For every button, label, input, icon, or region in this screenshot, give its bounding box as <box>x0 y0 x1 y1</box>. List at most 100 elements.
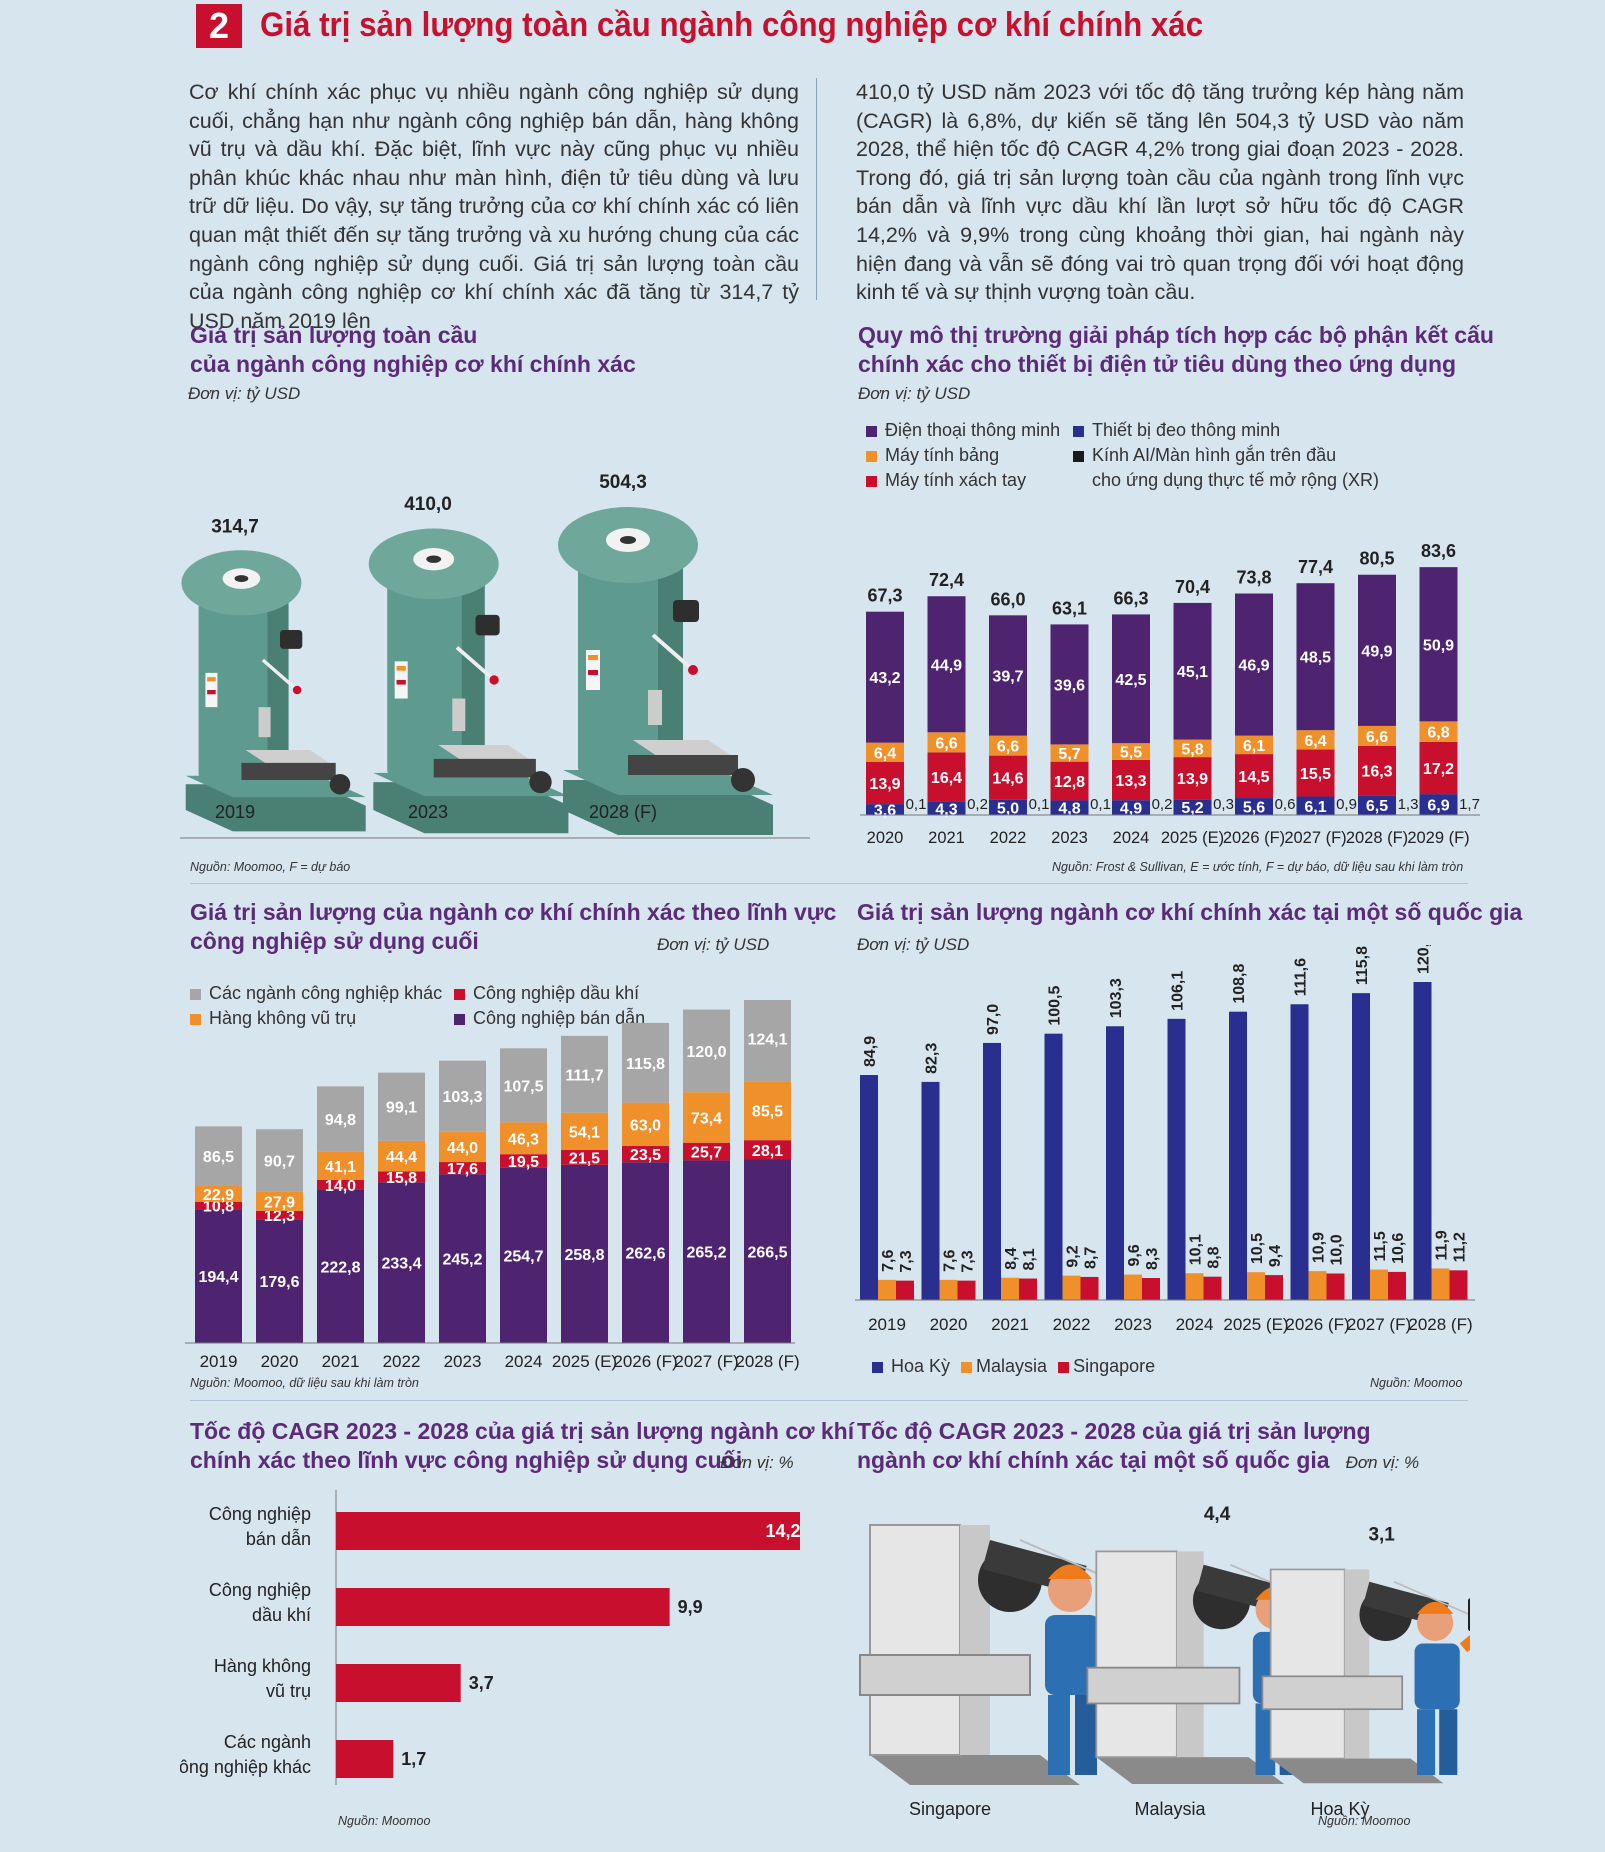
data-label: 6,9 <box>1427 798 1449 815</box>
data-label: 7,3 <box>898 1250 915 1272</box>
category-label: 2024 <box>505 1352 543 1371</box>
data-label-xr: 0,1 <box>1090 796 1111 813</box>
total-label: 70,4 <box>1175 577 1210 597</box>
data-label: 103,3 <box>442 1089 482 1106</box>
bar <box>1080 1276 1099 1300</box>
data-label: 4,8 <box>1058 801 1080 818</box>
category-label-line2: bán dẫn <box>246 1528 311 1549</box>
data-label: 39,6 <box>1054 677 1085 694</box>
chart2-legend-left: Điện thoại thông minh Máy tính bảng Máy … <box>866 418 1060 493</box>
drill-handle <box>455 646 496 682</box>
chart3-legend-right: Công nghiệp dầu khí Công nghiệp bán dẫn <box>454 981 645 1031</box>
bar-segment <box>683 1160 730 1343</box>
category-label: 2028 (F) <box>589 802 657 822</box>
total-label: 66,0 <box>990 589 1025 609</box>
drill-motor-cap <box>279 630 303 649</box>
category-label: 2028 (F) <box>735 1352 799 1371</box>
drill-motor-cap <box>673 600 699 622</box>
legend-semiconductor: Công nghiệp bán dẫn <box>454 1006 645 1031</box>
category-label: 2021 <box>322 1352 360 1371</box>
bar <box>1229 1011 1247 1300</box>
bar <box>1062 1275 1081 1300</box>
bar <box>939 1279 958 1300</box>
bar-segment <box>866 804 904 815</box>
data-label: 111,7 <box>565 1067 603 1084</box>
category-label-line1: Công nghiệp <box>209 1580 311 1600</box>
page-title: Giá trị sản lượng toàn cầu ngành công ng… <box>260 6 1204 44</box>
data-label: 39,7 <box>992 668 1023 685</box>
bar-segment <box>378 1171 425 1183</box>
category-label: 2026 (F) <box>613 1352 677 1371</box>
category-label: 2024 <box>1113 829 1150 847</box>
chart4-source: Nguồn: Moomoo <box>1370 1376 1463 1390</box>
bar-segment <box>195 1209 242 1343</box>
drill-panel-light <box>207 677 216 682</box>
value-label: 3,1 <box>1368 1525 1395 1546</box>
bar-segment <box>1112 743 1150 760</box>
bar-segment <box>1112 759 1150 801</box>
data-label: 22,9 <box>203 1187 234 1204</box>
chart3-source: Nguồn: Moomoo, dữ liệu sau khi làm tròn <box>190 1376 419 1390</box>
legend-xr: Kính AI/Màn hình gắn trên đầu <box>1073 443 1379 468</box>
bar <box>1388 1271 1406 1300</box>
data-label-xr: 0,1 <box>906 796 927 813</box>
drill-base-top <box>373 772 569 797</box>
data-label: 4,3 <box>935 801 957 818</box>
data-label: 42,5 <box>1115 672 1146 689</box>
bar-segment <box>439 1131 486 1163</box>
legend-smartphone: Điện thoại thông minh <box>866 418 1060 443</box>
bar-segment <box>866 761 904 805</box>
drill-table <box>628 755 738 775</box>
data-label: 50,9 <box>1423 637 1454 654</box>
drill-table <box>433 758 536 778</box>
category-label: 2028 (F) <box>1346 829 1408 847</box>
bar-segment <box>378 1140 425 1172</box>
data-label: 13,9 <box>869 776 900 793</box>
bar-segment <box>1112 614 1150 744</box>
category-label-line2: vũ trụ <box>266 1681 311 1701</box>
milling-machine-illustration <box>859 1524 1171 1785</box>
bar <box>1167 1018 1186 1300</box>
bar-segment <box>683 1009 730 1093</box>
bar-segment <box>1296 583 1335 731</box>
category-label: 2023 <box>444 1352 482 1371</box>
bar-segment <box>1235 593 1273 736</box>
bar-segment <box>927 801 966 815</box>
chart2-title: Quy mô thị trường giải pháp tích hợp các… <box>858 322 1494 377</box>
drill-panel-light <box>207 690 216 695</box>
chart3-legend-left: Các ngành công nghiệp khác Hàng không vũ… <box>190 981 442 1031</box>
data-label: 8,7 <box>1083 1247 1100 1269</box>
data-label: 85,5 <box>752 1104 783 1121</box>
data-label: 11,9 <box>1434 1230 1451 1260</box>
drill-handle-knob <box>489 675 499 685</box>
bar <box>336 1664 461 1702</box>
category-label: Malaysia <box>1134 1799 1206 1819</box>
bar <box>1265 1275 1283 1300</box>
bar <box>860 1075 878 1300</box>
bar-segment <box>1050 744 1089 762</box>
bar <box>1001 1277 1019 1300</box>
category-label-line2: công nghiệp khác <box>180 1757 311 1777</box>
data-label: 17,2 <box>1423 761 1454 778</box>
category-label: 2027 (F) <box>1347 1315 1411 1334</box>
bar-segment <box>1419 567 1458 722</box>
drill-panel-light <box>396 679 406 685</box>
bar-segment <box>500 1048 547 1123</box>
legend-laptop: Máy tính xách tay <box>866 468 1060 493</box>
category-label-line1: Công nghiệp <box>209 1504 311 1524</box>
data-label: 90,7 <box>264 1153 295 1170</box>
bar-segment <box>622 1102 669 1147</box>
data-label: 8,4 <box>1003 1247 1020 1269</box>
drill-wheel <box>731 768 755 792</box>
data-label: 124,1 <box>747 1032 787 1049</box>
drill-panel <box>205 672 218 708</box>
bar-segment <box>500 1122 547 1155</box>
data-label: 6,1 <box>1304 799 1326 816</box>
data-label: 73,4 <box>691 1110 722 1127</box>
data-label: 46,3 <box>508 1131 539 1148</box>
data-label: 46,9 <box>1238 658 1269 675</box>
bar-segment <box>683 1142 730 1161</box>
bar-segment <box>622 1022 669 1103</box>
data-label: 111,6 <box>1293 958 1310 996</box>
bar-segment <box>317 1086 364 1152</box>
